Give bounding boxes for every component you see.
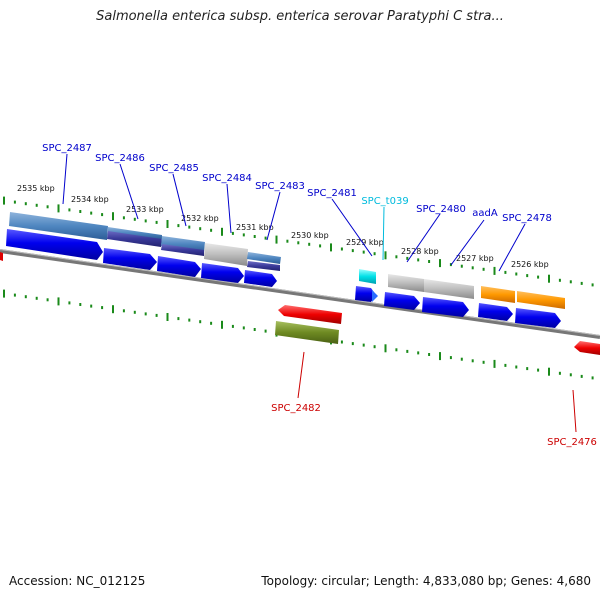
cds-arrow[interactable] [372, 290, 378, 302]
cds-arrow[interactable] [478, 303, 513, 321]
gene-label[interactable]: SPC_t039 [361, 196, 408, 207]
gene-bar[interactable] [9, 212, 108, 240]
gene-label[interactable]: SPC_2487 [42, 143, 92, 154]
kbp-label: 2530 kbp [291, 231, 329, 240]
gene-label[interactable]: aadA [472, 208, 498, 219]
gene-label[interactable]: SPC_2478 [502, 213, 552, 224]
cds-arrows [6, 229, 561, 328]
accession-text: Accession: NC_012125 [9, 574, 146, 588]
map-title: Salmonella enterica subsp. enterica sero… [96, 9, 504, 24]
kbp-label: 2526 kbp [511, 260, 549, 269]
backbone-line [0, 249, 600, 339]
cds-arrow[interactable] [515, 308, 561, 328]
gene-bar[interactable] [204, 243, 248, 266]
gene-label[interactable]: SPC_2480 [416, 204, 466, 215]
topology-text: Topology: circular; Length: 4,833,080 bp… [261, 574, 591, 588]
kbp-label: 2528 kbp [401, 247, 439, 256]
gene-bar[interactable] [107, 230, 162, 247]
gene-label[interactable]: SPC_2484 [202, 173, 252, 184]
gene-bar[interactable] [108, 227, 162, 239]
gene-bar[interactable] [247, 261, 280, 271]
rev-gene-arrow[interactable] [574, 341, 600, 355]
gene-label[interactable]: SPC_2486 [95, 153, 145, 164]
label-lines [62, 153, 577, 433]
cds-arrow[interactable] [103, 248, 157, 270]
kbp-labels: 2535 kbp 2534 kbp 2533 kbp 2532 kbp 2531… [17, 184, 549, 269]
gene-bar[interactable] [359, 269, 376, 284]
partial-gene[interactable] [0, 252, 3, 261]
gene-bar[interactable] [275, 321, 339, 344]
cds-arrow[interactable] [384, 292, 420, 310]
cds-arrow[interactable] [422, 297, 469, 317]
kbp-label: 2527 kbp [456, 254, 494, 263]
gene-label[interactable]: SPC_2483 [255, 181, 305, 192]
gene-bar[interactable] [161, 244, 204, 256]
kbp-label: 2534 kbp [71, 195, 109, 204]
cds-arrow[interactable] [355, 286, 376, 302]
kbp-label: 2533 kbp [126, 205, 164, 214]
rev-gene-arrow[interactable] [278, 305, 342, 324]
gene-bar[interactable] [161, 236, 205, 252]
gene-label[interactable]: SPC_2481 [307, 188, 357, 199]
feature-track-top [9, 212, 565, 309]
cds-arrow[interactable] [6, 229, 103, 260]
kbp-label: 2532 kbp [181, 214, 219, 223]
kbp-label: 2535 kbp [17, 184, 55, 193]
gene-label[interactable]: SPC_2476 [547, 437, 597, 448]
tick-track-upper [3, 196, 594, 287]
gene-bar[interactable] [388, 274, 424, 292]
gene-label[interactable]: SPC_2485 [149, 163, 199, 174]
kbp-label: 2529 kbp [346, 238, 384, 247]
feature-track-bottom [0, 252, 600, 355]
cds-arrow[interactable] [201, 263, 244, 283]
gene-bar[interactable] [517, 291, 565, 309]
kbp-label: 2531 kbp [236, 223, 274, 232]
cds-arrow[interactable] [244, 270, 277, 287]
cds-arrow[interactable] [157, 256, 201, 277]
gene-bar[interactable] [424, 279, 474, 299]
gene-bar[interactable] [247, 252, 281, 264]
gene-label[interactable]: SPC_2482 [271, 403, 321, 414]
gene-labels: SPC_2487 SPC_2486 SPC_2485 SPC_2484 SPC_… [42, 143, 597, 448]
gene-bar[interactable] [481, 286, 515, 303]
